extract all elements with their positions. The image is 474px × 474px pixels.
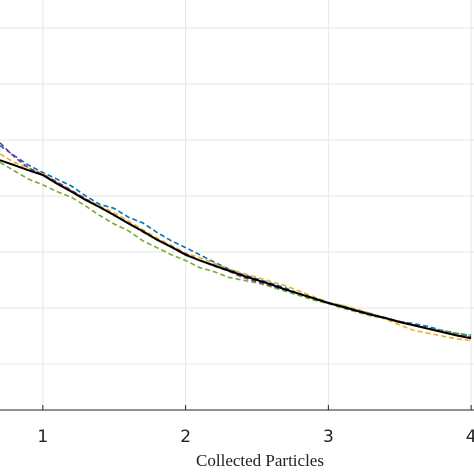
x-axis-label: Collected Particles bbox=[196, 451, 324, 470]
x-tick-label: 4 bbox=[466, 427, 474, 447]
series-line bbox=[0, 159, 472, 340]
x-tick-label: 1 bbox=[37, 427, 48, 447]
series-line bbox=[0, 144, 472, 337]
x-tick-label: 3 bbox=[323, 427, 334, 447]
series-line bbox=[0, 161, 472, 336]
series-line bbox=[0, 153, 472, 342]
x-tick-label: 2 bbox=[180, 427, 191, 447]
